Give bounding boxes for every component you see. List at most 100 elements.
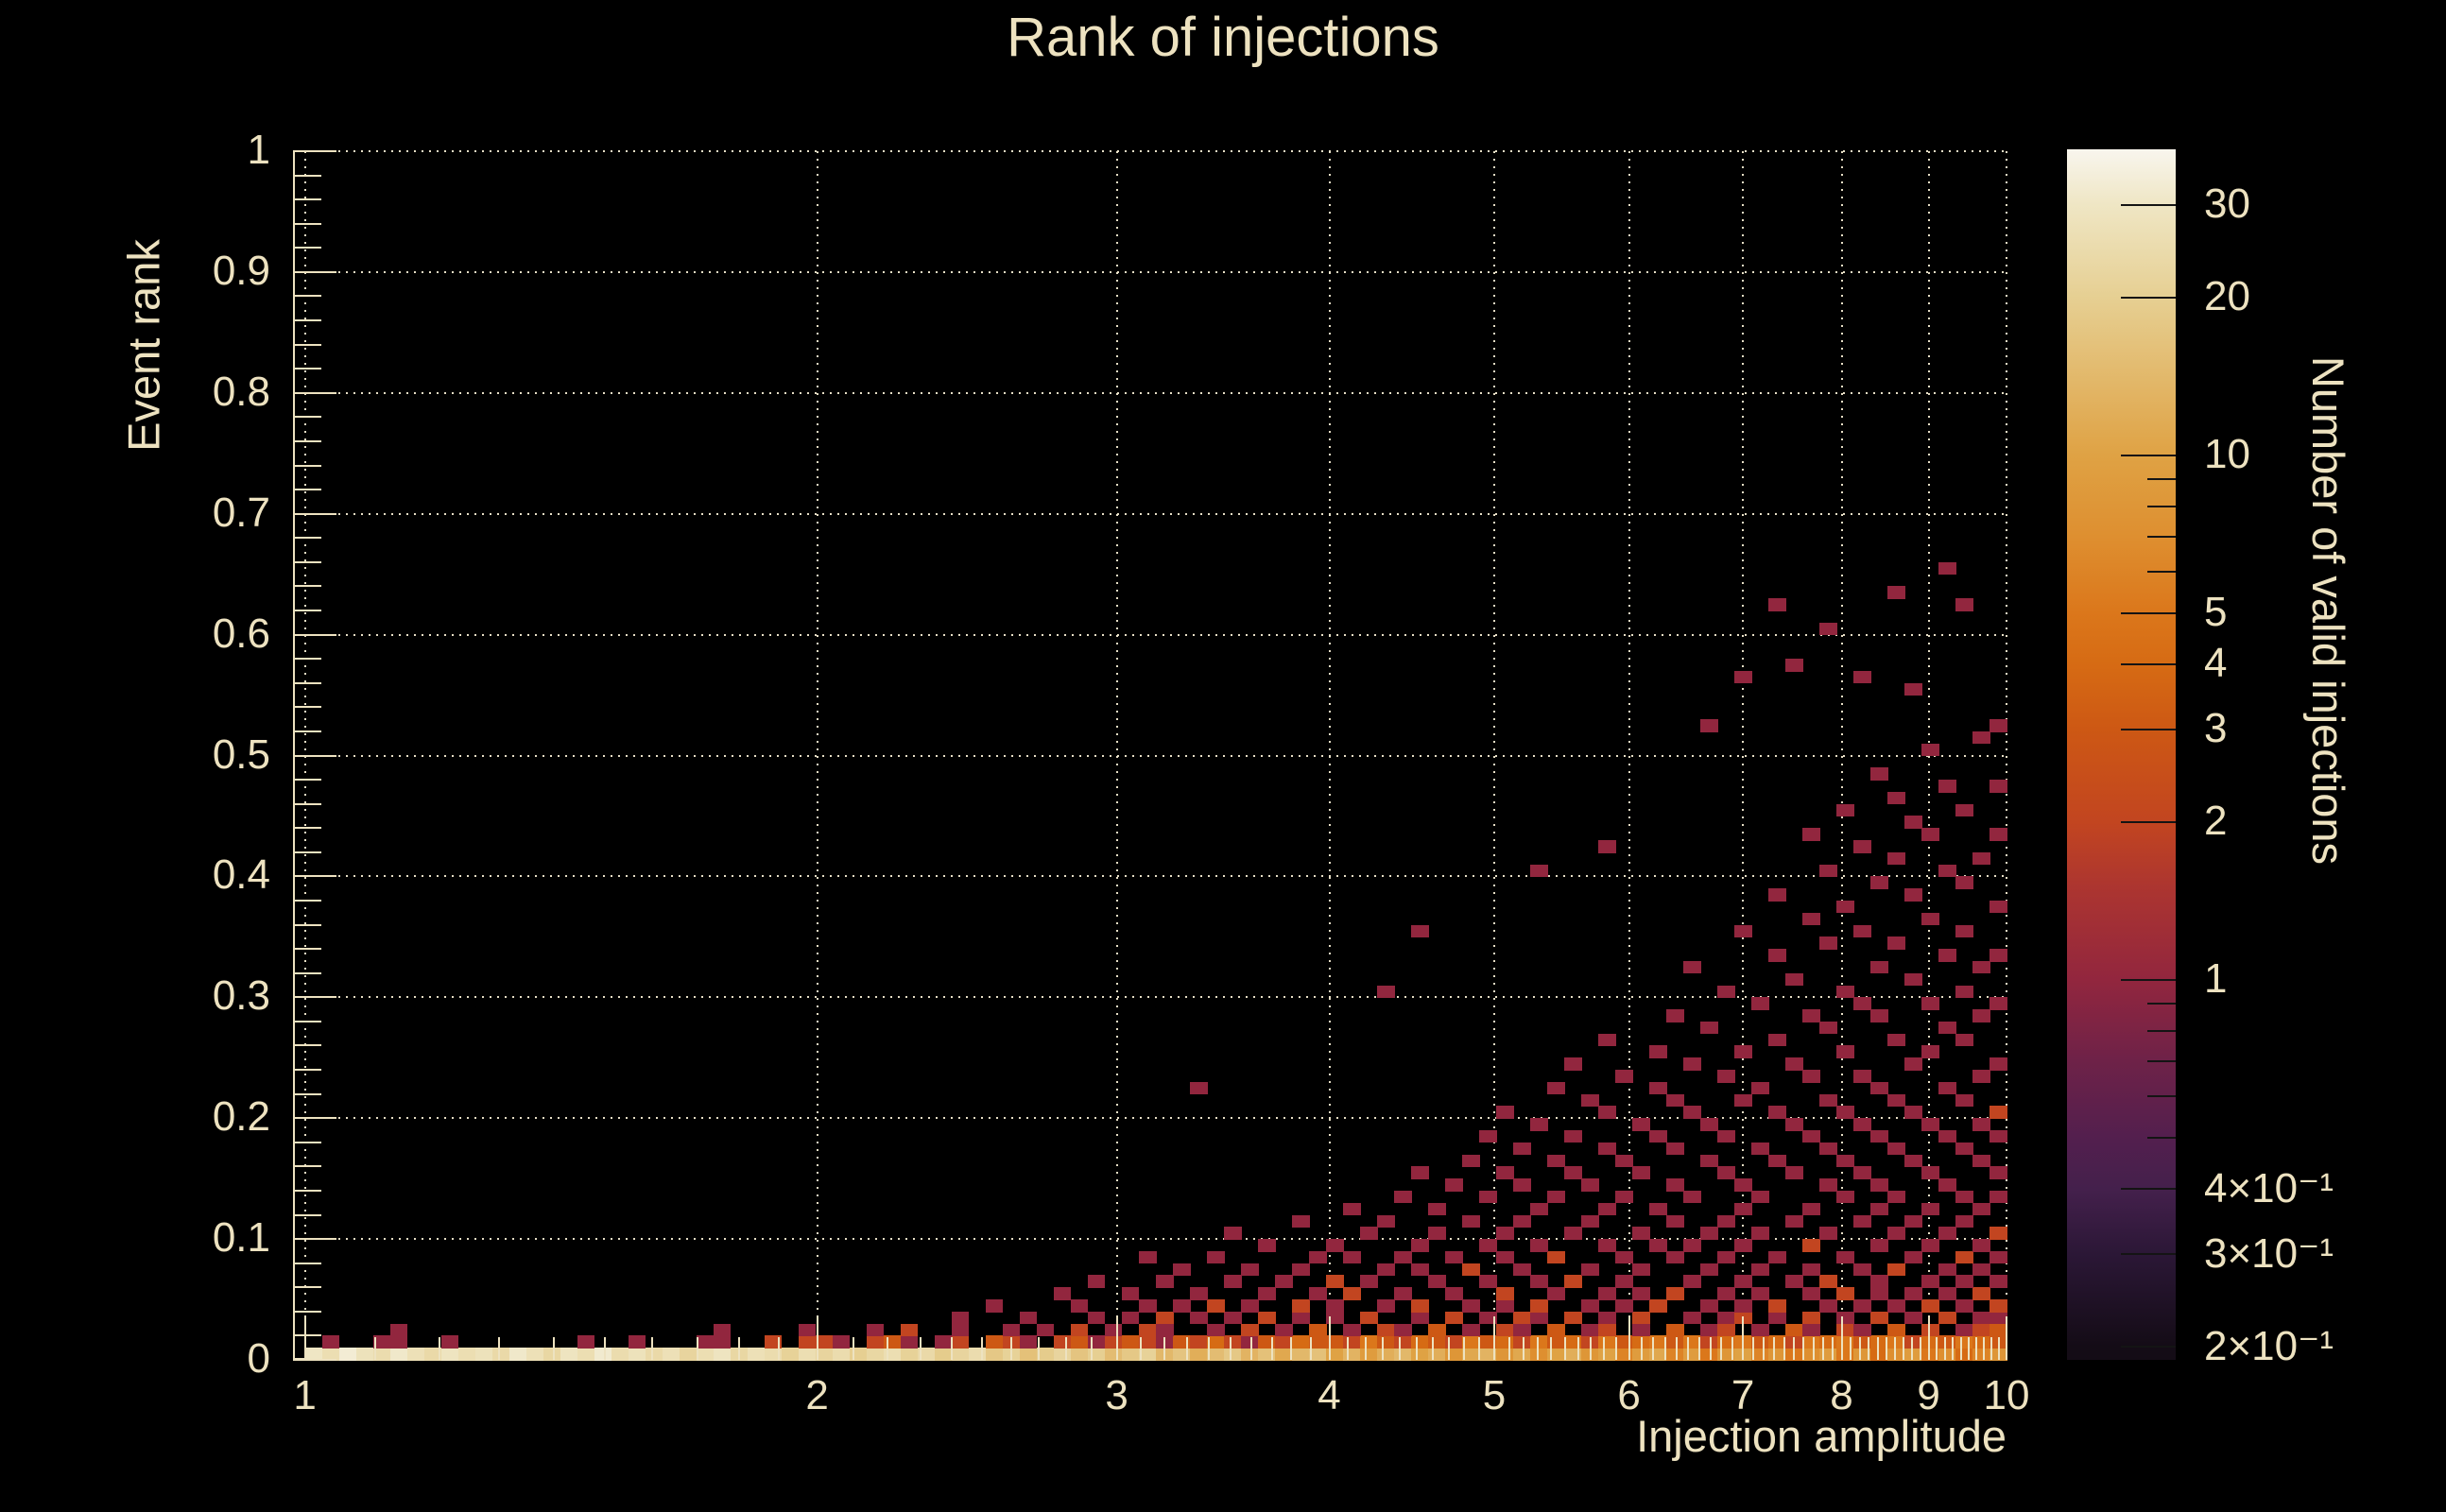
x-tick-label: 3	[1105, 1372, 1128, 1418]
heatmap-cell	[815, 1348, 834, 1361]
heatmap-cell	[1750, 1263, 1769, 1277]
heatmap-cell	[1767, 888, 1786, 902]
heatmap-cell	[1767, 1335, 1786, 1349]
heatmap-cell	[1257, 1348, 1276, 1361]
heatmap-cell	[1733, 670, 1752, 684]
heatmap-cell	[1189, 1335, 1208, 1349]
heatmap-cell	[1938, 1348, 1956, 1361]
heatmap-cell	[1989, 1227, 2007, 1240]
heatmap-cell	[1750, 1142, 1769, 1156]
x-minor-tick	[1720, 1337, 1723, 1360]
colorbar-major-tick	[2121, 662, 2176, 665]
heatmap-cell	[1801, 1287, 1820, 1300]
heatmap-cell	[713, 1323, 732, 1337]
heatmap-cell	[713, 1348, 732, 1361]
heatmap-cell	[1869, 1202, 1888, 1216]
x-major-tick	[1840, 1316, 1843, 1360]
heatmap-cell	[1818, 1178, 1837, 1192]
heatmap-cell	[1955, 1214, 1973, 1228]
x-minor-tick	[1812, 1337, 1815, 1360]
heatmap-cell	[1886, 1348, 1905, 1361]
heatmap-cell	[1869, 1311, 1888, 1325]
heatmap-cell	[1393, 1335, 1412, 1349]
grid-line-x	[1115, 151, 1118, 1360]
y-minor-tick	[293, 1262, 321, 1264]
colorbar-minor-tick	[2147, 1095, 2176, 1098]
heatmap-cell	[1631, 1287, 1650, 1300]
x-major-tick	[1628, 1316, 1630, 1360]
y-minor-tick	[293, 681, 321, 684]
heatmap-cell	[1955, 1275, 1973, 1288]
heatmap-cell	[1495, 1227, 1514, 1240]
heatmap-cell	[1665, 1323, 1684, 1337]
heatmap-cell	[1614, 1190, 1633, 1204]
heatmap-cell	[1801, 1070, 1820, 1083]
x-minor-tick	[1364, 1337, 1367, 1360]
heatmap-cell	[1359, 1311, 1378, 1325]
heatmap-cell	[1070, 1323, 1089, 1337]
x-minor-tick	[951, 1337, 954, 1360]
heatmap-cell	[1495, 1299, 1514, 1313]
heatmap-cell	[1955, 924, 1973, 938]
x-minor-tick	[1752, 1337, 1755, 1360]
heatmap-cell	[508, 1348, 527, 1361]
heatmap-cell	[985, 1299, 1004, 1313]
grid-line-y	[293, 875, 2007, 878]
heatmap-cell	[1104, 1335, 1123, 1349]
colorbar-tick-label: 2×10⁻¹	[2204, 1322, 2334, 1369]
heatmap-cell	[1478, 1190, 1497, 1204]
grid-line-y	[293, 1117, 2007, 1120]
heatmap-cell	[1835, 803, 1854, 817]
heatmap-cell	[1886, 1142, 1905, 1156]
heatmap-cell	[1291, 1311, 1310, 1325]
colorbar-tick-label: 3×10⁻¹	[2204, 1230, 2334, 1278]
heatmap-cell	[1087, 1275, 1106, 1288]
x-minor-tick	[1250, 1337, 1253, 1360]
heatmap-cell	[1121, 1335, 1140, 1349]
heatmap-cell	[1699, 1021, 1718, 1035]
heatmap-cell	[1393, 1323, 1412, 1337]
heatmap-cell	[1427, 1275, 1446, 1288]
heatmap-cell	[1512, 1348, 1531, 1361]
heatmap-cell	[1206, 1299, 1225, 1313]
heatmap-cell	[1869, 1239, 1888, 1252]
y-tick-label: 1	[247, 127, 270, 173]
heatmap-cell	[1921, 1045, 1939, 1058]
x-minor-tick	[439, 1337, 441, 1360]
heatmap-cell	[304, 1348, 323, 1361]
heatmap-cell	[628, 1335, 646, 1349]
x-minor-tick	[1447, 1337, 1450, 1360]
x-minor-tick	[1550, 1337, 1553, 1360]
heatmap-cell	[815, 1335, 834, 1349]
heatmap-cell	[1699, 1323, 1718, 1337]
heatmap-cell	[951, 1335, 970, 1349]
heatmap-cell	[1852, 670, 1871, 684]
heatmap-cell	[1955, 1250, 1973, 1264]
heatmap-cell	[1886, 1033, 1905, 1047]
y-minor-tick	[293, 1189, 321, 1192]
x-minor-tick	[1894, 1337, 1897, 1360]
x-minor-tick	[1990, 1337, 1993, 1360]
heatmap-cell	[1257, 1287, 1276, 1300]
heatmap-cell	[1189, 1348, 1208, 1361]
heatmap-cell	[1614, 1250, 1633, 1264]
x-minor-tick	[1998, 1337, 2001, 1360]
heatmap-cell	[1308, 1335, 1327, 1349]
heatmap-cell	[1597, 1335, 1616, 1349]
heatmap-cell	[1869, 1081, 1888, 1095]
heatmap-cell	[1223, 1335, 1242, 1349]
y-major-tick	[293, 875, 336, 878]
heatmap-cell	[951, 1311, 970, 1325]
x-major-tick	[1493, 1316, 1496, 1360]
y-major-tick	[293, 754, 336, 757]
heatmap-cell	[1938, 1178, 1956, 1192]
heatmap-cell	[696, 1335, 715, 1349]
heatmap-cell	[1410, 1335, 1429, 1349]
heatmap-cell	[645, 1348, 663, 1361]
heatmap-cell	[1376, 1263, 1395, 1277]
heatmap-cell	[1359, 1227, 1378, 1240]
heatmap-cell	[1342, 1287, 1361, 1300]
heatmap-cell	[1597, 1311, 1616, 1325]
y-minor-tick	[293, 319, 321, 322]
heatmap-cell	[1427, 1335, 1446, 1349]
